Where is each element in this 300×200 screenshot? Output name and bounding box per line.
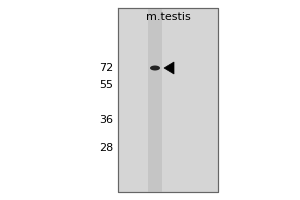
- Bar: [118, 8, 218, 192]
- Polygon shape: [164, 62, 174, 74]
- Text: 55: 55: [99, 80, 113, 90]
- Text: 72: 72: [99, 63, 113, 73]
- Text: 28: 28: [99, 143, 113, 153]
- Text: m.testis: m.testis: [146, 12, 190, 22]
- Bar: [148, 8, 162, 192]
- Ellipse shape: [150, 66, 160, 71]
- Text: 36: 36: [99, 115, 113, 125]
